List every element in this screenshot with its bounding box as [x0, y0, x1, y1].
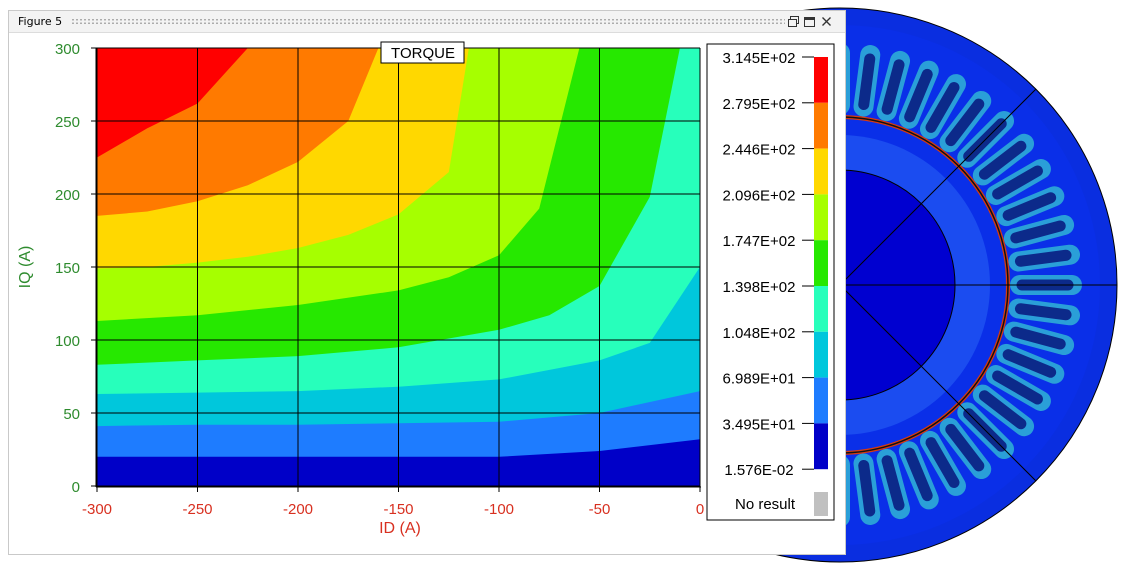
x-tick-label: -50 — [589, 501, 611, 518]
colorbar-label: 2.446E+02 — [723, 142, 796, 159]
close-icon[interactable] — [820, 15, 833, 28]
colorbar-swatch-8 — [814, 423, 828, 470]
no-result-label: No result — [735, 496, 796, 513]
y-tick-label: 100 — [55, 333, 80, 350]
colorbar-swatch-2 — [814, 148, 828, 195]
x-axis-label: ID (A) — [379, 520, 421, 537]
colorbar-swatch-0 — [814, 57, 828, 103]
colorbar-label: 2.096E+02 — [723, 187, 796, 204]
colorbar-swatch-5 — [814, 286, 828, 332]
x-tick-label: 0 — [696, 501, 704, 518]
colorbar-label: 2.795E+02 — [723, 96, 796, 113]
colorbar-label: 1.048E+02 — [723, 325, 796, 342]
colorbar-label: 6.989E+01 — [723, 371, 796, 388]
y-tick-label: 300 — [55, 41, 80, 58]
y-tick-label: 150 — [55, 260, 80, 277]
colorbar-swatch-4 — [814, 240, 828, 286]
colorbar-label: 1.398E+02 — [723, 279, 796, 296]
x-tick-label: -300 — [82, 501, 112, 518]
x-tick-label: -250 — [182, 501, 212, 518]
colorbar-label: 3.145E+02 — [723, 50, 796, 67]
y-tick-label: 50 — [63, 406, 80, 423]
chart-title: TORQUE — [391, 45, 455, 62]
figure-title: Figure 5 — [18, 15, 63, 28]
maximize-icon[interactable] — [803, 15, 816, 28]
colorbar-swatch-6 — [814, 331, 828, 378]
colorbar-label: 1.576E-02 — [724, 462, 793, 479]
chart-title-box — [380, 41, 465, 64]
titlebar-drag-grip[interactable] — [71, 18, 785, 25]
y-tick-label: 250 — [55, 114, 80, 131]
y-axis-label: IQ (A) — [17, 246, 34, 289]
x-tick-label: -100 — [484, 501, 514, 518]
y-tick-label: 0 — [72, 479, 80, 496]
float-icon[interactable] — [787, 15, 800, 28]
colorbar-label: 1.747E+02 — [723, 233, 796, 250]
figure-titlebar[interactable]: Figure 5 — [9, 11, 845, 33]
y-tick-label: 200 — [55, 187, 80, 204]
no-result-swatch — [814, 492, 828, 516]
colorbar-swatch-7 — [814, 377, 828, 424]
x-tick-label: -150 — [383, 501, 413, 518]
x-tick-label: -200 — [283, 501, 313, 518]
colorbar-legend: 3.145E+02 2.795E+02 2.446E+02 2.096E+02 1.74… — [706, 43, 835, 521]
colorbar-swatch-1 — [814, 102, 828, 149]
colorbar-swatch-3 — [814, 194, 828, 241]
colorbar-label: 3.495E+01 — [723, 416, 796, 433]
